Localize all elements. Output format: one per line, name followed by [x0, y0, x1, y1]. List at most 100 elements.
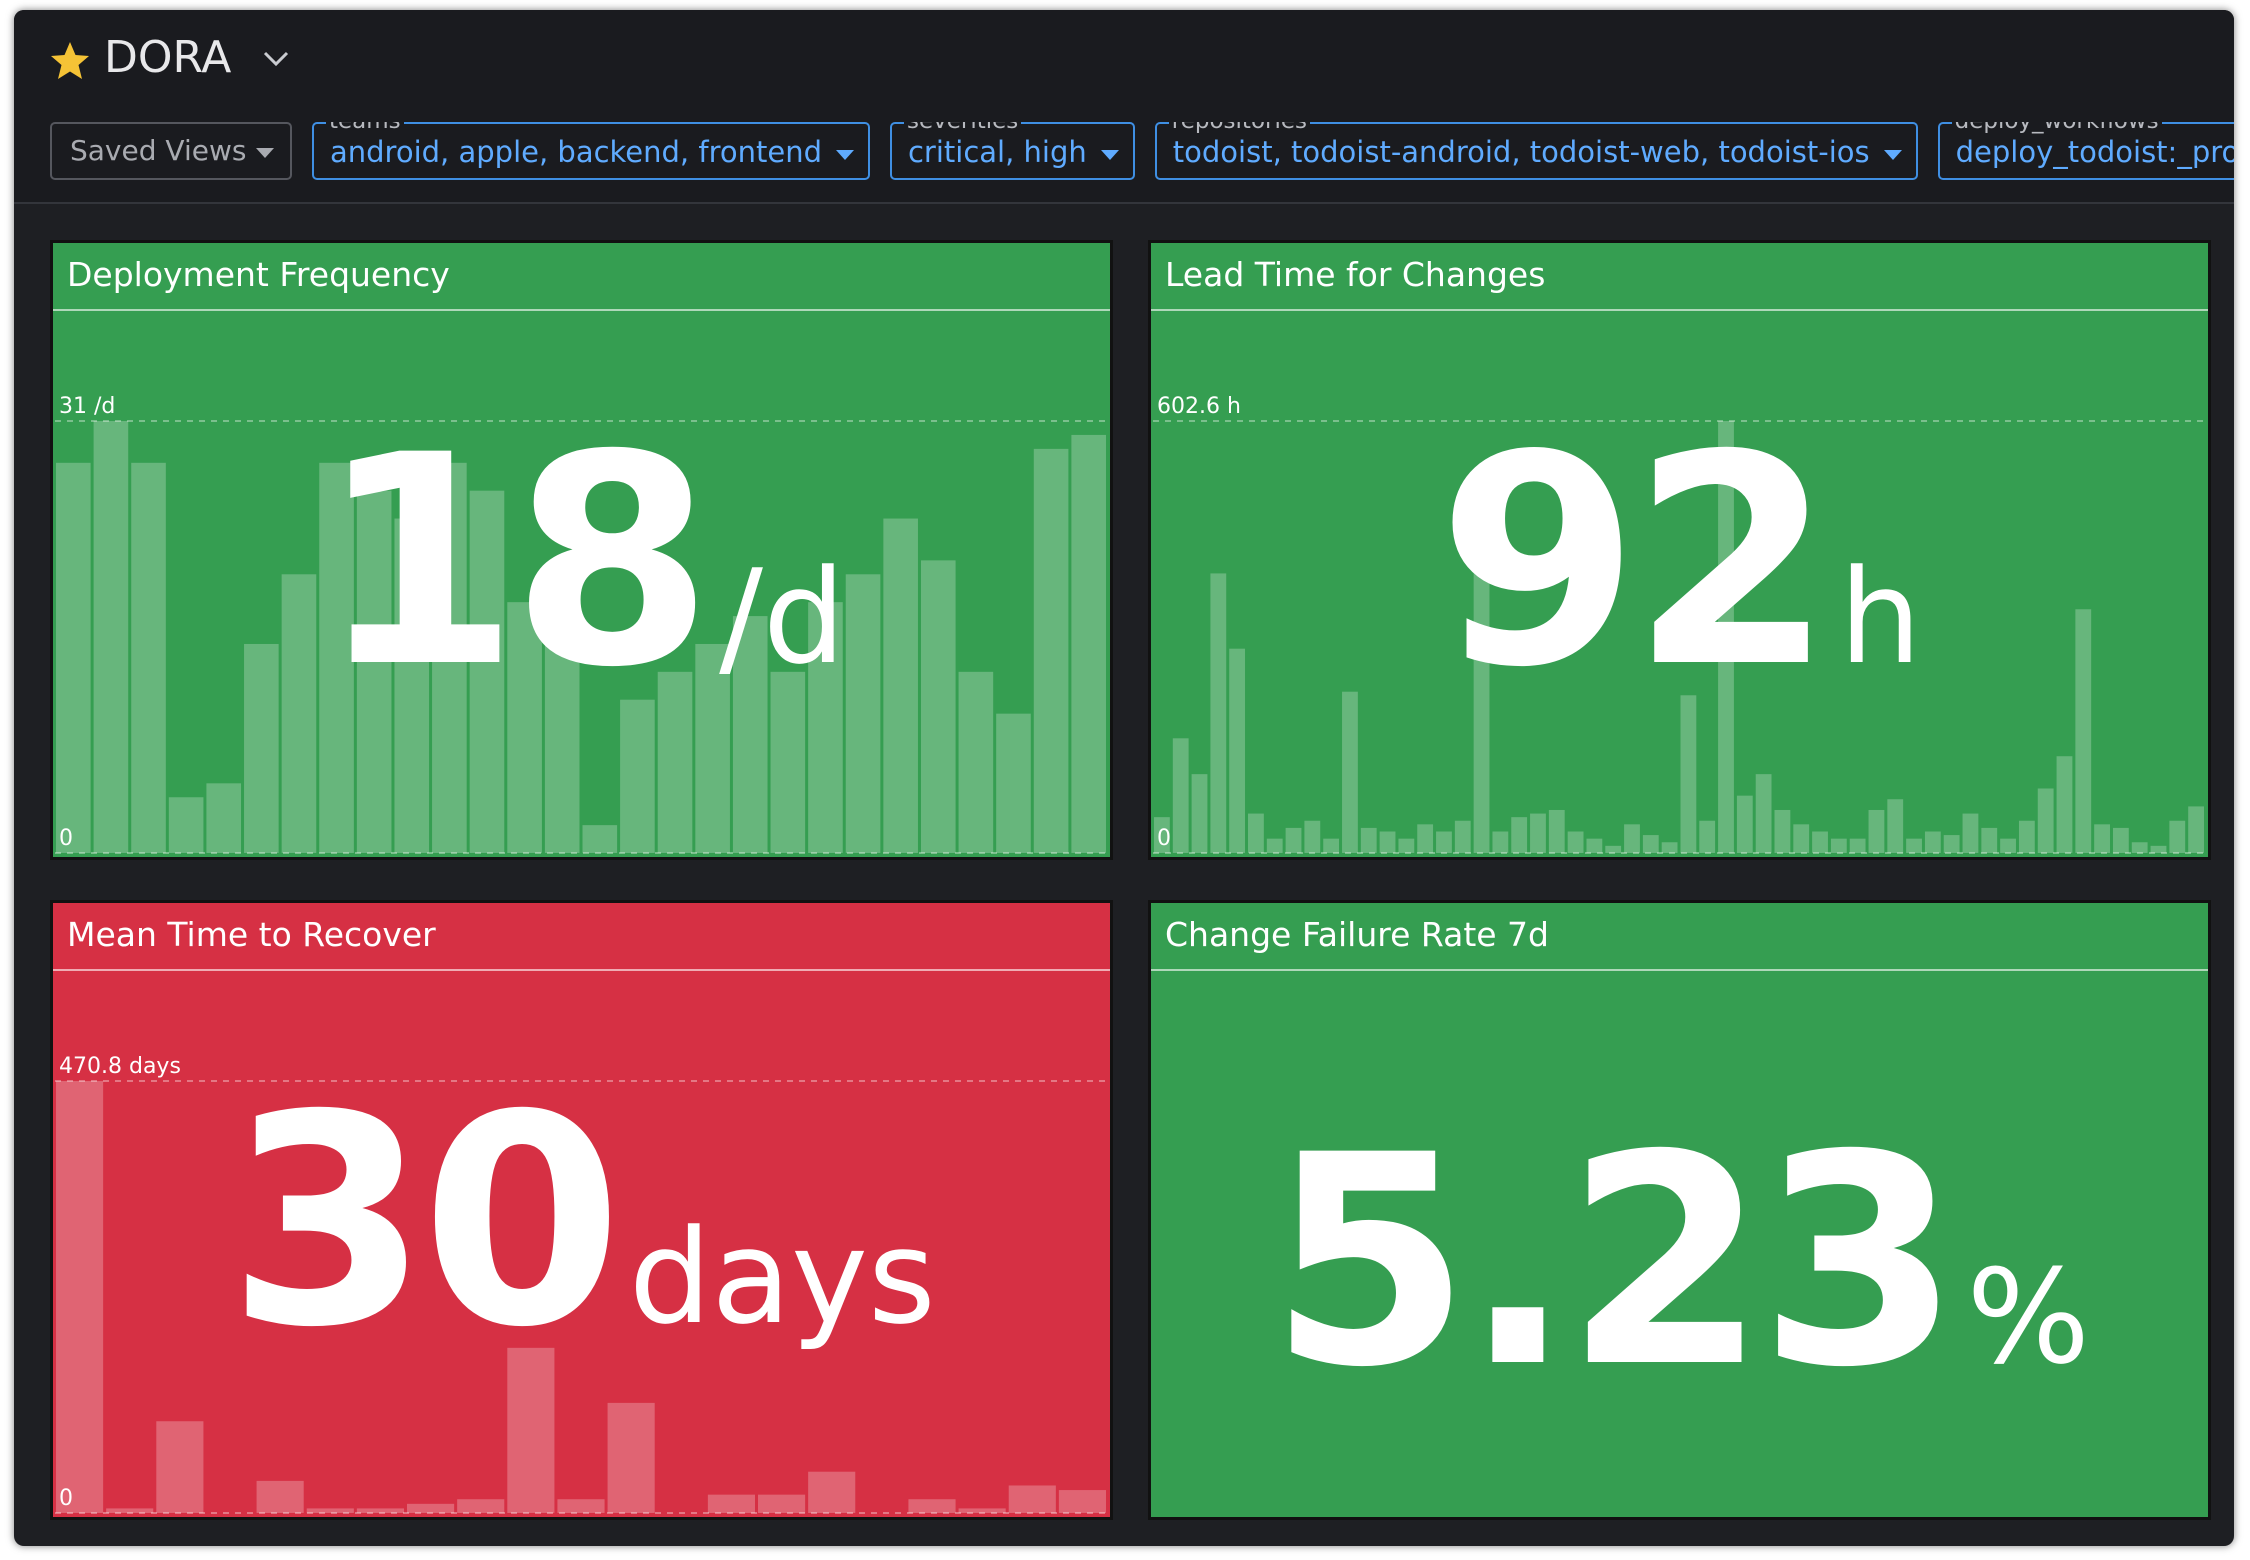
bar — [620, 699, 655, 853]
bar — [2000, 838, 2016, 853]
bar — [469, 490, 505, 853]
bar — [1661, 842, 1678, 853]
bar — [920, 560, 956, 853]
bar — [607, 1402, 655, 1513]
bar — [206, 783, 242, 853]
bar — [2075, 609, 2092, 853]
bar — [507, 602, 542, 853]
bar — [958, 671, 994, 853]
bar — [457, 1499, 505, 1513]
favorite-star[interactable] — [48, 40, 92, 82]
bar — [582, 825, 618, 853]
title-divider — [53, 969, 1110, 971]
bar — [1342, 691, 1358, 853]
bar — [2094, 824, 2110, 853]
filter-dropdown[interactable]: todoist, todoist-android, todoist-web, t… — [1154, 122, 1918, 180]
bar — [156, 1421, 204, 1513]
bar — [1943, 835, 1960, 853]
bar — [2056, 756, 2073, 853]
filter-bar: Saved Views android, apple, backend, fro… — [50, 122, 2234, 184]
bar — [996, 713, 1031, 853]
query-value: 5.23% — [1151, 1073, 2208, 1453]
filter-label: repositories — [1168, 122, 1310, 134]
bar — [1473, 566, 1490, 853]
top-bar: DORA Saved Views android, apple, backend… — [14, 10, 2234, 204]
bar — [657, 671, 693, 853]
sparkline-chart: 0 31 /d — [55, 394, 1108, 854]
bar — [1830, 838, 1847, 853]
y-tick-label: 0 — [59, 1486, 73, 1511]
bar — [432, 462, 467, 853]
bar — [1605, 845, 1622, 853]
filter-label: deploy_workflows — [1951, 122, 2162, 134]
bar — [1718, 421, 1734, 853]
filter-dropdown[interactable]: android, apple, backend, frontendteams — [312, 122, 870, 180]
value-unit: % — [1966, 1241, 2091, 1393]
bar — [1642, 835, 1659, 853]
y-tick-label: 31 /d — [59, 394, 115, 419]
bar — [1868, 809, 1885, 853]
bar — [1492, 831, 1509, 853]
y-tick-label: 0 — [1157, 826, 1171, 851]
widget-title: Change Failure Rate 7d — [1165, 915, 1549, 954]
y-tick-label: 470.8 days — [59, 1054, 181, 1079]
title-divider — [1151, 309, 2208, 311]
bar — [1008, 1485, 1056, 1513]
bar — [770, 671, 806, 853]
bar — [1379, 831, 1396, 853]
bar — [1755, 774, 1772, 853]
bar — [1154, 817, 1170, 853]
bar — [1962, 813, 1979, 853]
saved-views[interactable]: Saved Views — [50, 122, 292, 180]
title-dropdown[interactable] — [262, 50, 290, 68]
title-divider — [1151, 969, 2208, 971]
bar — [808, 602, 843, 853]
value-number: 5.23 — [1268, 1094, 1961, 1431]
bar — [1530, 813, 1546, 853]
bar — [256, 1480, 304, 1513]
bar — [1699, 820, 1716, 853]
bar — [56, 462, 91, 853]
query-value: 18/d — [53, 373, 1110, 753]
bar — [1981, 827, 1998, 853]
filter-dropdown[interactable]: deploy_todoist:_production, deploy_todoi… — [1937, 122, 2234, 180]
bar — [407, 1503, 455, 1513]
filter-dropdown[interactable]: critical, highseverities — [889, 122, 1135, 180]
dashboard-title: DORA — [104, 32, 232, 83]
bar — [758, 1494, 806, 1513]
bar — [1304, 820, 1321, 853]
bar — [1511, 817, 1528, 853]
widget-title: Mean Time to Recover — [67, 915, 436, 954]
bar — [695, 643, 730, 853]
bar — [1436, 831, 1452, 853]
bar — [1680, 695, 1697, 853]
bar — [1812, 831, 1828, 853]
value-unit: /d — [719, 541, 846, 693]
bar — [1071, 434, 1106, 853]
bar — [845, 574, 881, 853]
bar — [1567, 831, 1584, 853]
bar — [707, 1494, 755, 1513]
widget-title: Lead Time for Changes — [1165, 255, 1546, 294]
bar — [2037, 788, 2054, 853]
y-tick-label: 0 — [59, 826, 73, 851]
widget: 0 470.8 days Mean Time to Recover 30 days — [50, 900, 1113, 1520]
bar — [544, 630, 580, 853]
bar — [1924, 831, 1941, 853]
bar — [1398, 838, 1415, 853]
bar — [908, 1499, 956, 1513]
bar — [1906, 838, 1922, 853]
bar — [394, 518, 430, 853]
bar — [883, 518, 918, 853]
bar — [557, 1499, 605, 1513]
bar — [306, 1508, 354, 1513]
bar — [1266, 838, 1283, 853]
bar — [1360, 827, 1377, 853]
value-unit: h — [1839, 541, 1922, 693]
bar — [2188, 806, 2204, 853]
bar — [56, 1081, 104, 1513]
value-number: 92 — [1437, 394, 1834, 731]
sparkline-chart: 0 470.8 days — [55, 1054, 1108, 1514]
bar — [1210, 573, 1227, 853]
